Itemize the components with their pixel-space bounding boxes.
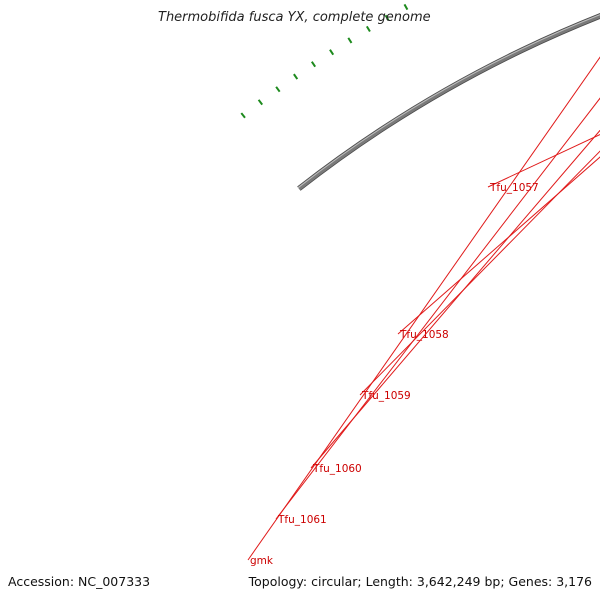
gene-leader-line [487,134,600,188]
gene-label: Tfu_1060 [312,463,362,475]
backbone-ring-highlight [297,14,600,189]
gene-leader-line [247,56,600,561]
inner-scale-tick [329,49,335,56]
gene-label: gmk [250,555,274,567]
gene-label: Tfu_1058 [399,329,449,341]
backbone-ring [297,13,600,191]
gene-label: Tfu_1061 [277,514,327,526]
gene-leader-line [275,97,600,520]
inner-scale-tick [310,61,317,68]
backbone-ring-shadow [297,13,600,191]
accession-text: Accession: NC_007333 [8,574,151,589]
label-layer: Tfu_1057Tfu_1058Tfu_1059Tfu_1060Tfu_1061… [247,56,600,567]
inner-scale-tick [293,73,299,80]
genome-summary-text: Topology: circular; Length: 3,642,249 bp… [248,574,592,589]
tick-layer: 1235 kbp1236 kbp1237 kbp1238 kbp1239 kbp… [240,3,409,119]
backbone-layer [297,13,600,191]
inner-scale-tick [403,3,409,11]
inner-scale-tick [365,25,371,33]
gene-leader-line [310,129,600,469]
inner-scale-tick [240,112,246,119]
gene-leader-line [397,156,600,335]
inner-scale-tick [275,86,281,93]
gene-label: Tfu_1057 [489,182,539,194]
gene-leader-line [359,150,600,396]
inner-scale-tick [347,37,353,44]
inner-scale-tick [257,99,264,106]
map-title: Thermobifida fusca YX, complete genome [158,10,431,25]
inner-scale-tick [384,14,390,21]
